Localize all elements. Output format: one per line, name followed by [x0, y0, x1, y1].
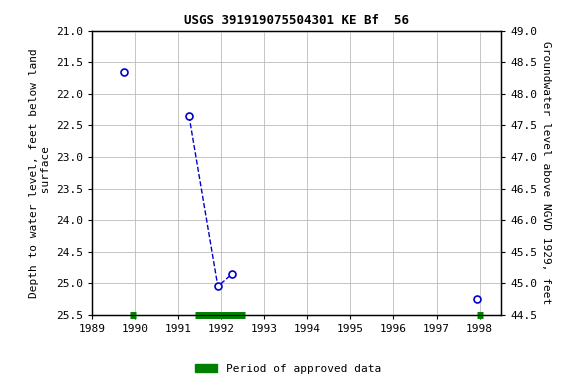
Legend: Period of approved data: Period of approved data	[191, 359, 385, 379]
Title: USGS 391919075504301 KE Bf  56: USGS 391919075504301 KE Bf 56	[184, 14, 409, 27]
Y-axis label: Groundwater level above NGVD 1929, feet: Groundwater level above NGVD 1929, feet	[541, 41, 551, 305]
Y-axis label: Depth to water level, feet below land
 surface: Depth to water level, feet below land su…	[29, 48, 51, 298]
